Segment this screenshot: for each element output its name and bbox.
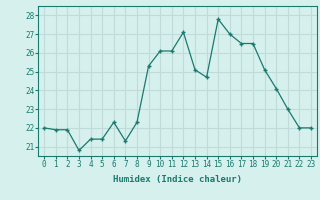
X-axis label: Humidex (Indice chaleur): Humidex (Indice chaleur) (113, 175, 242, 184)
